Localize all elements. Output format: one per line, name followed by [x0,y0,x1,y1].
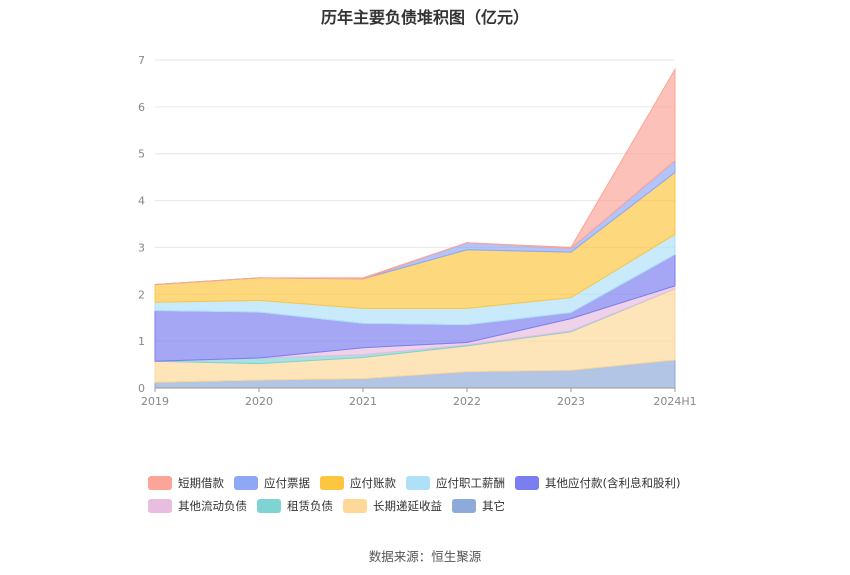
legend-label: 短期借款 [178,476,224,490]
x-tick-label: 2020 [245,395,273,408]
x-tick-label: 2022 [453,395,481,408]
x-tick-label: 2019 [141,395,169,408]
legend-label: 应付职工薪酬 [436,476,505,490]
legend-swatch [452,499,476,513]
legend-item[interactable]: 应付职工薪酬 [406,475,505,491]
legend-label: 租赁负债 [287,499,333,513]
legend-label: 应付票据 [264,476,310,490]
legend-item[interactable]: 短期借款 [148,475,224,491]
legend-item[interactable]: 其他流动负债 [148,498,247,514]
x-tick-label: 2021 [349,395,377,408]
x-tick-label: 2023 [557,395,585,408]
stacked-area-chart: 0 1 2 3 4 5 6 7 2019 2020 2021 2022 2023 2024H1 [138,54,697,408]
legend-item[interactable]: 长期递延收益 [343,498,442,514]
legend-label: 其它 [482,499,505,513]
y-tick-label: 2 [138,288,145,301]
legend-label: 长期递延收益 [373,499,442,513]
legend-swatch [343,499,367,513]
y-tick-label: 1 [138,335,145,348]
legend-swatch [148,476,172,490]
legend-swatch [320,476,344,490]
data-source: 数据来源：恒生聚源 [368,549,482,564]
y-tick-label: 6 [138,101,145,114]
legend-label: 其他流动负债 [178,499,247,513]
y-tick-label: 7 [138,54,145,67]
x-tick-label: 2024H1 [653,395,696,408]
legend-swatch [234,476,258,490]
legend-item[interactable]: 其他应付款(含利息和股利) [515,475,680,491]
legend-item[interactable]: 应付账款 [320,475,396,491]
legend-swatch [406,476,430,490]
area-series-8 [154,67,676,285]
chart-title: 历年主要负债堆积图（亿元） [320,8,529,27]
legend-row: 短期借款 应付票据 应付账款 应付职工薪酬 其他应付款(含利息和股利) [148,472,728,494]
legend-label: 应付账款 [350,476,396,490]
legend-item[interactable]: 租赁负债 [257,498,333,514]
y-tick-label: 4 [138,195,145,208]
legend-swatch [515,476,539,490]
legend-swatch [148,499,172,513]
legend-label: 其他应付款(含利息和股利) [545,476,681,490]
y-tick-label: 5 [138,148,145,161]
legend-item[interactable]: 应付票据 [234,475,310,491]
legend-item[interactable]: 其它 [452,498,505,514]
legend-swatch [257,499,281,513]
chart-legend: 短期借款 应付票据 应付账款 应付职工薪酬 其他应付款(含利息和股利) 其他流动负债 租赁负… [148,472,728,518]
y-tick-label: 0 [138,382,145,395]
legend-row: 其他流动负债 租赁负债 长期递延收益 其它 [148,495,728,517]
y-tick-label: 3 [138,241,145,254]
